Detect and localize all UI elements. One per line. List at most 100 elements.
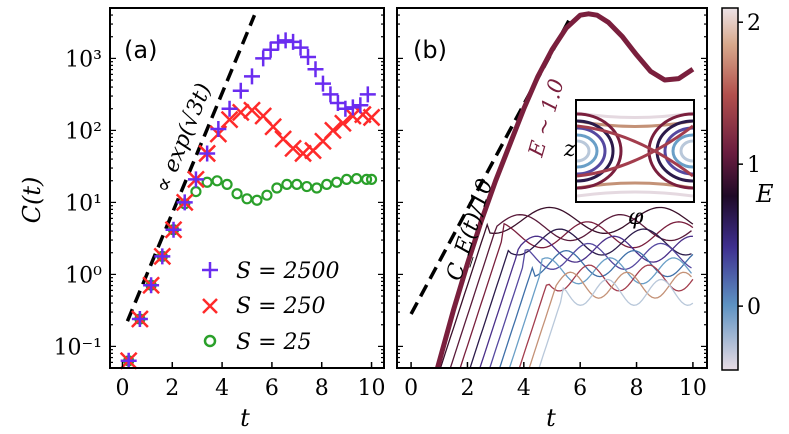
data-point (243, 101, 261, 120)
inset-ylabel: z (563, 137, 576, 162)
main-curve-e1 (434, 11, 695, 368)
legend-label-s25: S = 25 (236, 330, 312, 355)
reference-dashed-line (125, 14, 257, 322)
y-tick-label: 10² (65, 119, 102, 144)
legend-item-s25: S = 25 (203, 330, 312, 355)
data-point (277, 32, 294, 49)
data-point (262, 41, 279, 58)
legend-item-s250: S = 250 (202, 294, 325, 319)
data-point (341, 173, 353, 185)
x-tick-label: 2 (165, 376, 179, 401)
data-point (187, 171, 204, 188)
x-tick-label: 4 (215, 376, 229, 401)
data-point (365, 173, 378, 185)
data-point (154, 248, 171, 265)
data-point (241, 193, 253, 205)
data-point (292, 39, 309, 56)
data-point (176, 194, 193, 211)
data-point (360, 173, 373, 185)
axes-frame-a (109, 7, 385, 369)
thin-curve (538, 278, 694, 368)
inset-phase-portrait: z φ (563, 99, 695, 230)
panel-label-b: (b) (413, 36, 447, 64)
x-tick-label: 10 (679, 376, 707, 401)
data-point (221, 100, 238, 117)
x-tick-label: 0 (404, 376, 418, 401)
x-axis-label-b: t (546, 404, 556, 432)
data-point (344, 99, 361, 116)
y-tick-label: 10⁰ (65, 263, 102, 288)
data-point (331, 176, 343, 188)
colorbar: 0 1 2 E (721, 7, 774, 371)
x-tick-label: 2 (460, 376, 474, 401)
data-point (201, 176, 213, 188)
data-point (307, 61, 324, 78)
x-tick-label: 8 (315, 376, 329, 401)
thin-curve (528, 271, 692, 368)
legend-label-s2500: S = 2500 (236, 259, 339, 284)
thin-curve (518, 264, 694, 368)
data-point (294, 144, 312, 163)
y-tick-label: 10¹ (65, 191, 102, 216)
data-point (281, 178, 293, 190)
legend: S = 2500 S = 250 S = 25 (202, 259, 339, 355)
x-tick-label: 10 (358, 376, 386, 401)
ce-annotation: C_E(t)/10 (442, 176, 498, 284)
data-point (270, 34, 287, 51)
thin-curve (439, 206, 694, 368)
data-point (199, 145, 216, 162)
thin-curve (489, 242, 692, 368)
data-point (284, 139, 302, 158)
data-point (131, 311, 148, 328)
axes-frame-b (396, 7, 708, 369)
data-point (143, 277, 160, 294)
data-point (232, 82, 249, 99)
x-tick-label: 6 (573, 376, 587, 401)
x-tick-label: 6 (265, 376, 279, 401)
thin-curve (508, 257, 693, 368)
series-s2500 (120, 32, 376, 369)
data-point (300, 48, 317, 65)
data-point (261, 189, 273, 201)
thin-curve (449, 214, 692, 368)
data-point (324, 121, 342, 140)
thin-curve (469, 228, 692, 368)
panel-b: 0 2 4 6 8 10 (b) t C_E(t)/10 E ~ 1.0 (396, 7, 708, 432)
x-tick-label: 4 (517, 376, 531, 401)
colorbar-tick-label: 1 (747, 153, 761, 178)
y-tick-label: 10⁻¹ (54, 335, 102, 360)
series-s250 (119, 101, 381, 370)
y-tick-label: 10³ (65, 47, 102, 72)
x-axis-label-a: t (240, 404, 250, 432)
data-point (271, 182, 283, 194)
data-point (221, 178, 233, 190)
data-point (231, 188, 243, 200)
legend-label-s250: S = 250 (236, 294, 325, 319)
data-point (322, 86, 339, 103)
data-point (351, 173, 363, 185)
data-point (165, 221, 182, 238)
data-point (291, 178, 303, 190)
inset-xlabel: φ (628, 205, 644, 230)
data-point (359, 86, 376, 103)
data-point (352, 97, 369, 114)
legend-item-s2500: S = 2500 (202, 259, 339, 284)
data-point (314, 75, 331, 92)
data-point (120, 352, 137, 369)
thin-curve (479, 235, 693, 368)
data-point (243, 68, 260, 85)
x-tick-label: 8 (630, 376, 644, 401)
data-point (321, 178, 333, 190)
y-axis-label: C(t) (18, 177, 46, 224)
thin-curves (439, 206, 694, 368)
data-point (211, 175, 223, 187)
data-point (311, 182, 323, 194)
panel-label-a: (a) (124, 36, 157, 64)
data-point (362, 108, 381, 127)
colorbar-tick-label: 2 (747, 11, 761, 36)
data-point (251, 194, 263, 206)
data-point (334, 114, 352, 133)
x-tick-label: 0 (115, 376, 129, 401)
